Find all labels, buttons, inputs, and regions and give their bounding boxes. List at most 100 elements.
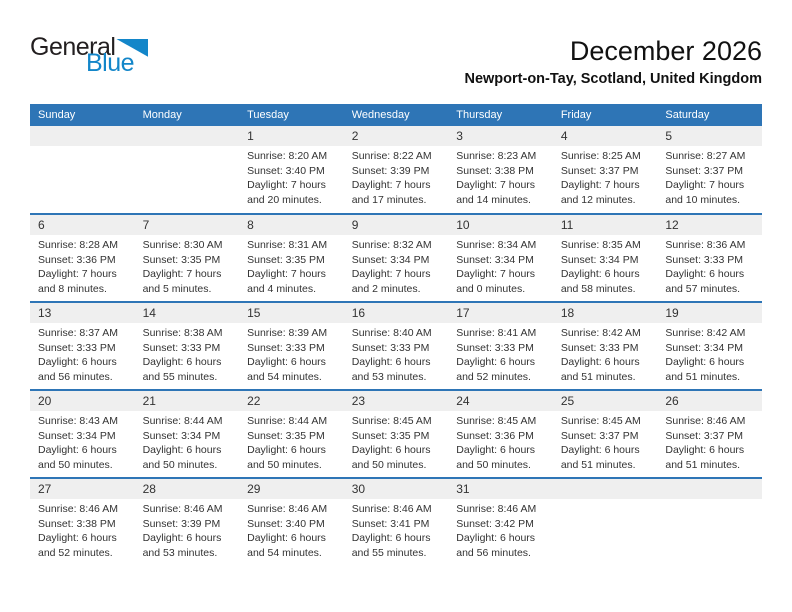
- day-sunset: Sunset: 3:40 PM: [247, 164, 325, 177]
- day-daylight-line2: and 53 minutes.: [351, 370, 427, 383]
- day-daylight-line1: Daylight: 6 hours: [38, 444, 117, 456]
- day-sunrise: Sunrise: 8:37 AM: [38, 327, 118, 339]
- day-daylight-line1: Daylight: 6 hours: [247, 444, 326, 456]
- day-sunset: Sunset: 3:35 PM: [247, 253, 325, 266]
- day-number: [657, 479, 762, 499]
- day-details: Sunrise: 8:46 AM Sunset: 3:42 PM Daylight:…: [448, 499, 553, 560]
- day-details: [553, 499, 658, 502]
- day-details: Sunrise: 8:45 AM Sunset: 3:37 PM Daylight:…: [553, 411, 658, 472]
- day-sunrise: Sunrise: 8:46 AM: [351, 503, 432, 515]
- day-details: Sunrise: 8:22 AM Sunset: 3:39 PM Daylight:…: [344, 146, 449, 207]
- day-number: 7: [134, 215, 240, 235]
- day-sunrise: Sunrise: 8:46 AM: [665, 415, 746, 427]
- day-daylight-line2: and 5 minutes.: [142, 282, 212, 295]
- day-daylight-line1: Daylight: 6 hours: [142, 356, 222, 368]
- day-sunrise: Sunrise: 8:35 AM: [560, 239, 641, 251]
- day-number: 2: [343, 126, 449, 146]
- day-number: 11: [552, 215, 658, 235]
- calendar-day-cell: 23 Sunrise: 8:45 AM Sunset: 3:35 PM Dayligh…: [343, 389, 449, 478]
- day-daylight-line1: Daylight: 6 hours: [247, 532, 326, 544]
- calendar-day-cell: 11 Sunrise: 8:35 AM Sunset: 3:34 PM Dayligh…: [552, 213, 658, 302]
- day-daylight-line1: Daylight: 7 hours: [456, 268, 536, 280]
- day-header-wednesday: Wednesday: [343, 104, 449, 126]
- day-sunrise: Sunrise: 8:27 AM: [665, 150, 746, 162]
- day-header-monday: Monday: [134, 104, 240, 126]
- calendar-day-cell: 29 Sunrise: 8:46 AM Sunset: 3:40 PM Dayligh…: [239, 477, 344, 566]
- day-number: 10: [448, 215, 553, 235]
- day-sunrise: Sunrise: 8:46 AM: [142, 503, 223, 515]
- day-daylight-line1: Daylight: 7 hours: [38, 268, 117, 280]
- day-sunrise: Sunrise: 8:38 AM: [142, 327, 223, 339]
- calendar-day-cell: 3 Sunrise: 8:23 AM Sunset: 3:38 PM Daylight…: [448, 126, 553, 214]
- calendar-week-row: 27 Sunrise: 8:46 AM Sunset: 3:38 PM Dayligh…: [30, 477, 762, 566]
- day-number: 26: [657, 391, 762, 411]
- day-daylight-line2: and 12 minutes.: [560, 193, 636, 206]
- day-daylight-line1: Daylight: 6 hours: [142, 444, 222, 456]
- day-sunset: Sunset: 3:41 PM: [351, 517, 430, 530]
- day-daylight-line1: Daylight: 6 hours: [560, 268, 640, 280]
- day-daylight-line2: and 55 minutes.: [142, 370, 218, 383]
- day-daylight-line1: Daylight: 6 hours: [665, 356, 745, 368]
- day-sunrise: Sunrise: 8:41 AM: [456, 327, 537, 339]
- day-daylight-line1: Daylight: 6 hours: [351, 444, 431, 456]
- day-header-friday: Friday: [552, 104, 658, 126]
- day-daylight-line2: and 54 minutes.: [247, 546, 322, 559]
- day-number: 12: [657, 215, 762, 235]
- day-number: 1: [239, 126, 344, 146]
- calendar-day-cell: 21 Sunrise: 8:44 AM Sunset: 3:34 PM Dayligh…: [134, 389, 240, 478]
- day-number: 24: [448, 391, 553, 411]
- day-details: Sunrise: 8:25 AM Sunset: 3:37 PM Daylight:…: [553, 146, 658, 207]
- logo-text-blue: Blue: [86, 49, 135, 77]
- day-sunset: Sunset: 3:37 PM: [560, 429, 639, 442]
- day-daylight-line1: Daylight: 6 hours: [456, 532, 536, 544]
- day-details: Sunrise: 8:45 AM Sunset: 3:35 PM Daylight:…: [344, 411, 449, 472]
- day-sunset: Sunset: 3:40 PM: [247, 517, 325, 530]
- day-details: Sunrise: 8:40 AM Sunset: 3:33 PM Daylight:…: [344, 323, 449, 384]
- day-number: 8: [239, 215, 344, 235]
- day-sunrise: Sunrise: 8:42 AM: [665, 327, 746, 339]
- calendar-day-cell: 16 Sunrise: 8:40 AM Sunset: 3:33 PM Dayligh…: [343, 301, 449, 390]
- day-sunset: Sunset: 3:42 PM: [456, 517, 534, 530]
- day-number: 28: [134, 479, 240, 499]
- day-daylight-line1: Daylight: 7 hours: [247, 179, 326, 191]
- day-sunset: Sunset: 3:35 PM: [142, 253, 221, 266]
- calendar-day-cell: 7 Sunrise: 8:30 AM Sunset: 3:35 PM Daylight…: [134, 213, 240, 302]
- day-details: Sunrise: 8:34 AM Sunset: 3:34 PM Daylight:…: [448, 235, 553, 296]
- day-daylight-line1: Daylight: 6 hours: [38, 532, 117, 544]
- day-sunset: Sunset: 3:37 PM: [665, 164, 744, 177]
- calendar-day-cell: 30 Sunrise: 8:46 AM Sunset: 3:41 PM Dayligh…: [343, 477, 449, 566]
- day-sunrise: Sunrise: 8:28 AM: [38, 239, 118, 251]
- day-sunrise: Sunrise: 8:40 AM: [351, 327, 432, 339]
- day-daylight-line2: and 52 minutes.: [38, 546, 113, 559]
- day-details: Sunrise: 8:46 AM Sunset: 3:40 PM Daylight:…: [239, 499, 344, 560]
- day-sunrise: Sunrise: 8:45 AM: [456, 415, 537, 427]
- day-daylight-line2: and 0 minutes.: [456, 282, 526, 295]
- day-sunset: Sunset: 3:34 PM: [665, 341, 744, 354]
- day-sunrise: Sunrise: 8:43 AM: [38, 415, 118, 427]
- day-sunset: Sunset: 3:33 PM: [247, 341, 325, 354]
- calendar-table: Sunday Monday Tuesday Wednesday Thursday…: [30, 104, 762, 566]
- day-daylight-line2: and 17 minutes.: [351, 193, 427, 206]
- calendar-week-row: 20 Sunrise: 8:43 AM Sunset: 3:34 PM Dayligh…: [30, 389, 762, 478]
- day-daylight-line1: Daylight: 6 hours: [351, 532, 431, 544]
- day-sunset: Sunset: 3:33 PM: [456, 341, 534, 354]
- day-details: Sunrise: 8:43 AM Sunset: 3:34 PM Daylight:…: [30, 411, 135, 472]
- calendar-day-cell: 9 Sunrise: 8:32 AM Sunset: 3:34 PM Daylight…: [343, 213, 449, 302]
- day-sunset: Sunset: 3:39 PM: [142, 517, 221, 530]
- day-sunset: Sunset: 3:39 PM: [351, 164, 430, 177]
- day-details: [135, 146, 240, 149]
- calendar-day-cell: 14 Sunrise: 8:38 AM Sunset: 3:33 PM Dayligh…: [134, 301, 240, 390]
- day-number: 27: [30, 479, 135, 499]
- day-sunset: Sunset: 3:33 PM: [560, 341, 639, 354]
- day-daylight-line1: Daylight: 6 hours: [247, 356, 326, 368]
- day-details: Sunrise: 8:36 AM Sunset: 3:33 PM Daylight:…: [657, 235, 762, 296]
- logo-text-general: General: [30, 33, 116, 61]
- day-sunset: Sunset: 3:38 PM: [456, 164, 534, 177]
- day-daylight-line1: Daylight: 6 hours: [38, 356, 117, 368]
- calendar-empty-cell: [30, 126, 135, 214]
- day-number: [134, 126, 240, 146]
- day-number: 31: [448, 479, 553, 499]
- day-number: 4: [552, 126, 658, 146]
- calendar-day-cell: 8 Sunrise: 8:31 AM Sunset: 3:35 PM Daylight…: [239, 213, 344, 302]
